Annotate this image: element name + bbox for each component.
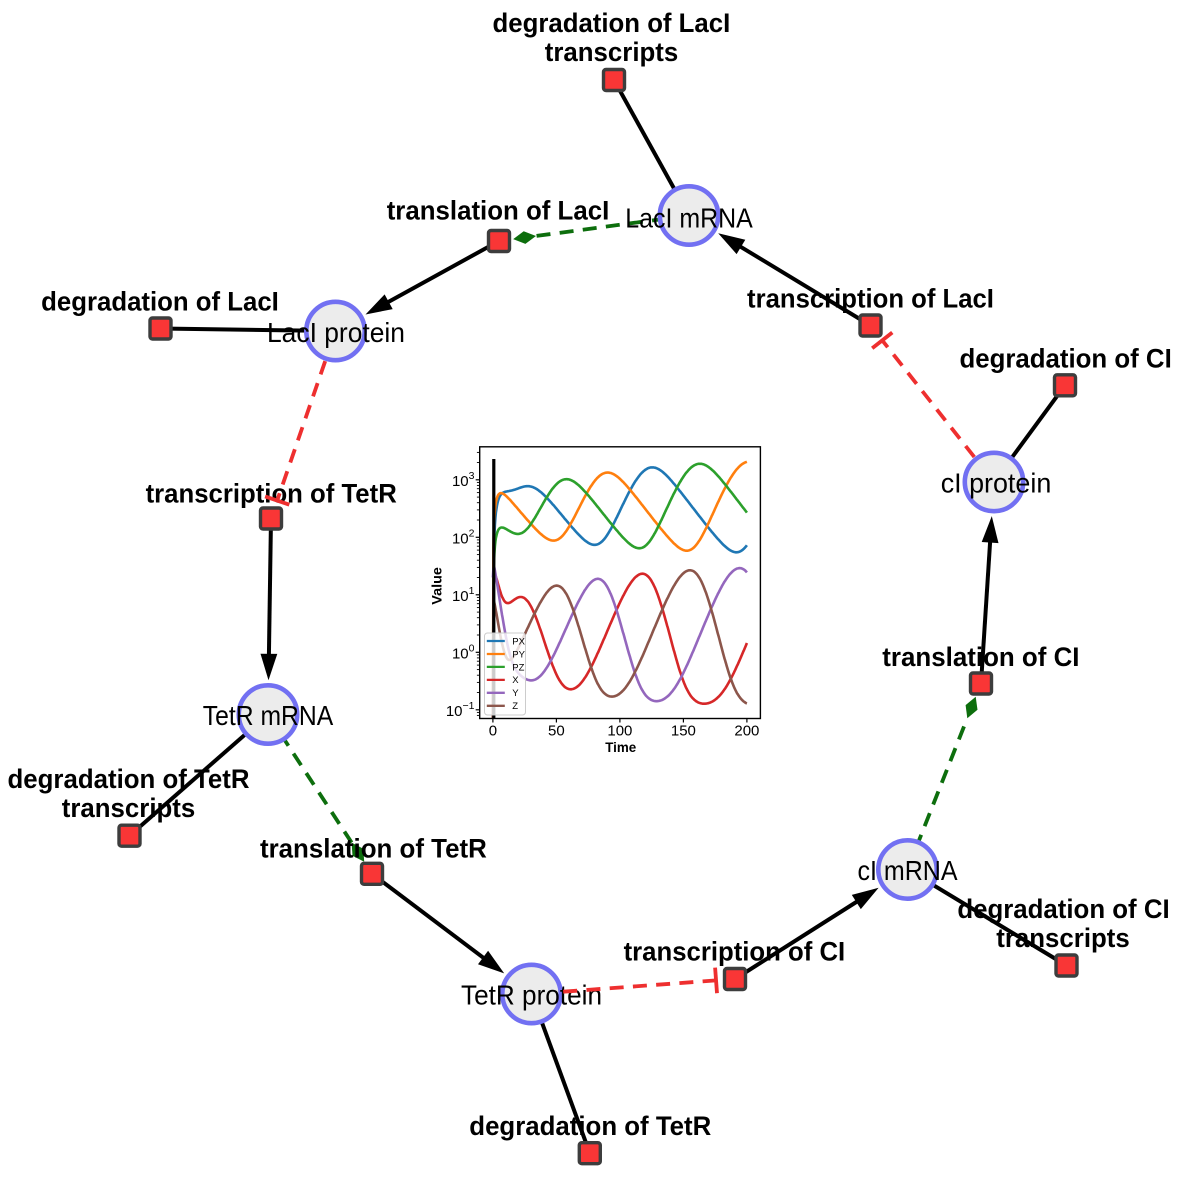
svg-text:Time: Time xyxy=(605,740,636,755)
svg-text:degradation of CI: degradation of CI xyxy=(959,343,1171,373)
svg-text:degradation of TetR: degradation of TetR xyxy=(469,1111,711,1141)
svg-text:translation of TetR: translation of TetR xyxy=(260,833,487,863)
svg-text:100: 100 xyxy=(607,723,632,740)
svg-text:Value: Value xyxy=(430,567,445,605)
svg-text:PY: PY xyxy=(512,649,525,660)
svg-text:transcripts: transcripts xyxy=(62,793,196,823)
svg-text:TetR mRNA: TetR mRNA xyxy=(203,700,334,731)
svg-text:0: 0 xyxy=(489,723,497,740)
svg-text:PX: PX xyxy=(512,636,525,647)
svg-text:cI mRNA: cI mRNA xyxy=(858,855,958,886)
svg-text:LacI mRNA: LacI mRNA xyxy=(625,203,753,234)
svg-text:transcription of LacI: transcription of LacI xyxy=(747,283,994,313)
svg-text:X: X xyxy=(512,675,519,686)
svg-text:200: 200 xyxy=(734,723,759,740)
svg-text:translation of CI: translation of CI xyxy=(882,642,1079,672)
svg-text:transcripts: transcripts xyxy=(545,37,679,67)
svg-text:transcripts: transcripts xyxy=(996,923,1130,953)
svg-text:degradation of LacI: degradation of LacI xyxy=(41,286,279,316)
svg-text:degradation of CI: degradation of CI xyxy=(957,894,1169,924)
svg-text:transcription of CI: transcription of CI xyxy=(624,936,846,966)
svg-text:degradation of TetR: degradation of TetR xyxy=(8,764,250,794)
svg-text:150: 150 xyxy=(671,723,696,740)
svg-text:LacI protein: LacI protein xyxy=(267,317,405,348)
svg-text:degradation of LacI: degradation of LacI xyxy=(493,8,731,38)
svg-text:translation of LacI: translation of LacI xyxy=(387,196,610,226)
svg-text:Y: Y xyxy=(512,688,519,699)
svg-text:Z: Z xyxy=(512,701,518,712)
svg-text:50: 50 xyxy=(548,723,565,740)
svg-text:transcription of TetR: transcription of TetR xyxy=(146,478,397,508)
svg-text:cI protein: cI protein xyxy=(941,468,1052,499)
svg-text:TetR protein: TetR protein xyxy=(461,980,602,1011)
svg-text:PZ: PZ xyxy=(512,662,524,673)
